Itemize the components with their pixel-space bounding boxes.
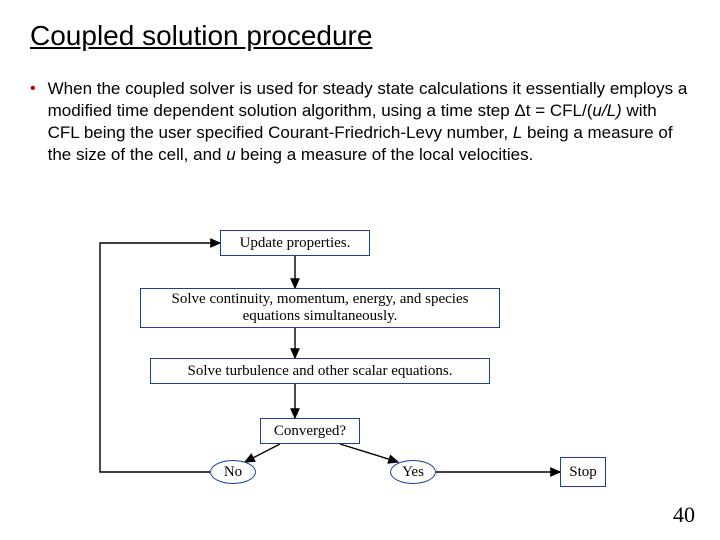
flow-node-solve_turb: Solve turbulence and other scalar equati… [150, 358, 490, 384]
flow-node-solve_sim: Solve continuity, momentum, energy, and … [140, 288, 500, 328]
flow-node-update: Update properties. [220, 230, 370, 256]
flow-node-stop: Stop [560, 457, 606, 487]
flow-node-no: No [210, 460, 256, 484]
flow-edge-converged-no [245, 444, 280, 462]
flow-node-converged: Converged? [260, 418, 360, 444]
page-number: 40 [673, 502, 695, 528]
flowchart-arrows [0, 0, 720, 540]
flow-edge-converged-yes [340, 444, 398, 462]
flow-node-yes: Yes [390, 460, 436, 484]
